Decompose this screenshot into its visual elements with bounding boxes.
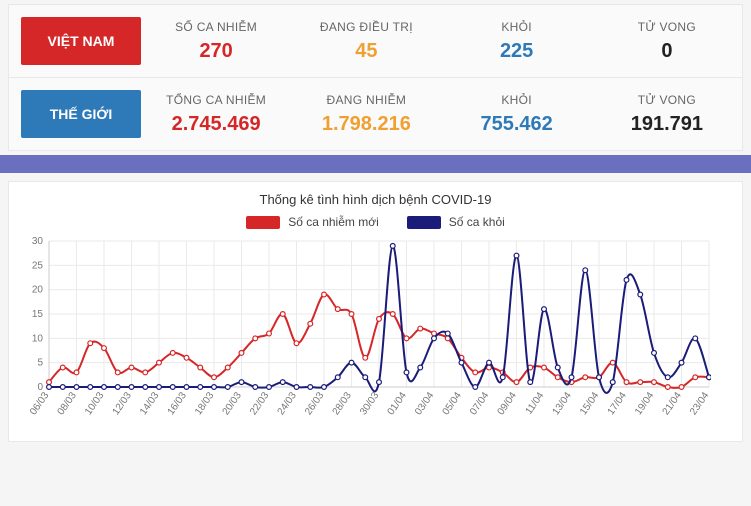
stat-label: ĐANG NHIỄM: [295, 93, 437, 107]
svg-text:03/04: 03/04: [413, 390, 437, 417]
svg-text:05/04: 05/04: [441, 390, 465, 417]
legend-swatch: [246, 216, 280, 229]
svg-text:07/04: 07/04: [468, 390, 492, 417]
svg-text:28/03: 28/03: [331, 390, 355, 417]
svg-text:5: 5: [37, 358, 43, 369]
chart-svg: 05101520253006/0308/0310/0312/0314/0316/…: [21, 237, 711, 437]
svg-text:26/03: 26/03: [303, 390, 327, 417]
svg-text:20/03: 20/03: [221, 390, 245, 417]
stat-label: ĐANG ĐIỀU TRỊ: [295, 20, 437, 34]
chart-panel: Thống kê tình hình dịch bệnh COVID-19 Số…: [8, 181, 743, 442]
svg-text:13/04: 13/04: [551, 390, 575, 417]
stats-panel: VIỆT NAM SỐ CA NHIỄM 270 ĐANG ĐIỀU TRỊ 4…: [8, 4, 743, 151]
stat-label: TỬ VONG: [596, 20, 738, 34]
stat-value: 1.798.216: [295, 113, 437, 136]
stat-value: 191.791: [596, 113, 738, 136]
svg-text:23/04: 23/04: [688, 390, 711, 417]
svg-text:22/03: 22/03: [248, 390, 272, 417]
stat-value: 2.745.469: [145, 113, 287, 136]
svg-text:09/04: 09/04: [496, 390, 520, 417]
chart-legend: Số ca nhiễm mới Số ca khỏi: [21, 215, 730, 229]
region-button-vietnam[interactable]: VIỆT NAM: [21, 17, 141, 65]
stat-value: 270: [145, 40, 287, 63]
chart-area: 05101520253006/0308/0310/0312/0314/0316/…: [21, 237, 730, 437]
svg-text:15: 15: [32, 309, 44, 320]
svg-text:14/03: 14/03: [138, 390, 162, 417]
svg-text:18/03: 18/03: [193, 390, 217, 417]
legend-label: Số ca nhiễm mới: [288, 215, 379, 229]
svg-text:12/03: 12/03: [111, 390, 135, 417]
stat-value: 755.462: [446, 113, 588, 136]
svg-text:20: 20: [32, 285, 44, 296]
stat-cell: SỐ CA NHIỄM 270: [141, 20, 291, 63]
stat-cell: ĐANG NHIỄM 1.798.216: [291, 93, 441, 136]
legend-item-recovered[interactable]: Số ca khỏi: [407, 215, 505, 229]
svg-text:17/04: 17/04: [606, 390, 630, 417]
svg-text:25: 25: [32, 260, 44, 271]
svg-text:15/04: 15/04: [578, 390, 602, 417]
svg-text:10: 10: [32, 333, 44, 344]
stat-cell: TỬ VONG 0: [592, 20, 742, 63]
svg-text:21/04: 21/04: [661, 390, 685, 417]
stat-cell: TỬ VONG 191.791: [592, 93, 742, 136]
legend-label: Số ca khỏi: [449, 215, 505, 229]
stat-cell: KHỎI 225: [442, 20, 592, 63]
region-button-world[interactable]: THẾ GIỚI: [21, 90, 141, 138]
stat-cell: TỔNG CA NHIỄM 2.745.469: [141, 93, 291, 136]
svg-text:01/04: 01/04: [386, 390, 410, 417]
stat-value: 0: [596, 40, 738, 63]
chart-title: Thống kê tình hình dịch bệnh COVID-19: [21, 192, 730, 207]
svg-text:11/04: 11/04: [524, 390, 547, 417]
svg-text:19/04: 19/04: [633, 390, 657, 417]
svg-text:30/03: 30/03: [358, 390, 382, 417]
stat-label: TỬ VONG: [596, 93, 738, 107]
svg-text:30: 30: [32, 237, 44, 247]
stat-cell: ĐANG ĐIỀU TRỊ 45: [291, 20, 441, 63]
banner-spacer: [0, 155, 751, 173]
legend-swatch: [407, 216, 441, 229]
svg-text:08/03: 08/03: [56, 390, 80, 417]
legend-item-new[interactable]: Số ca nhiễm mới: [246, 215, 379, 229]
stats-row-vietnam: VIỆT NAM SỐ CA NHIỄM 270 ĐANG ĐIỀU TRỊ 4…: [9, 5, 742, 77]
stat-value: 45: [295, 40, 437, 63]
svg-text:24/03: 24/03: [276, 390, 300, 417]
svg-text:16/03: 16/03: [166, 390, 190, 417]
stat-label: KHỎI: [446, 20, 588, 34]
stat-cell: KHỎI 755.462: [442, 93, 592, 136]
stat-label: TỔNG CA NHIỄM: [145, 93, 287, 107]
svg-text:10/03: 10/03: [83, 390, 107, 417]
stats-row-world: THẾ GIỚI TỔNG CA NHIỄM 2.745.469 ĐANG NH…: [9, 77, 742, 150]
stat-label: KHỎI: [446, 93, 588, 107]
stat-label: SỐ CA NHIỄM: [145, 20, 287, 34]
stat-value: 225: [446, 40, 588, 63]
svg-text:06/03: 06/03: [28, 390, 52, 417]
